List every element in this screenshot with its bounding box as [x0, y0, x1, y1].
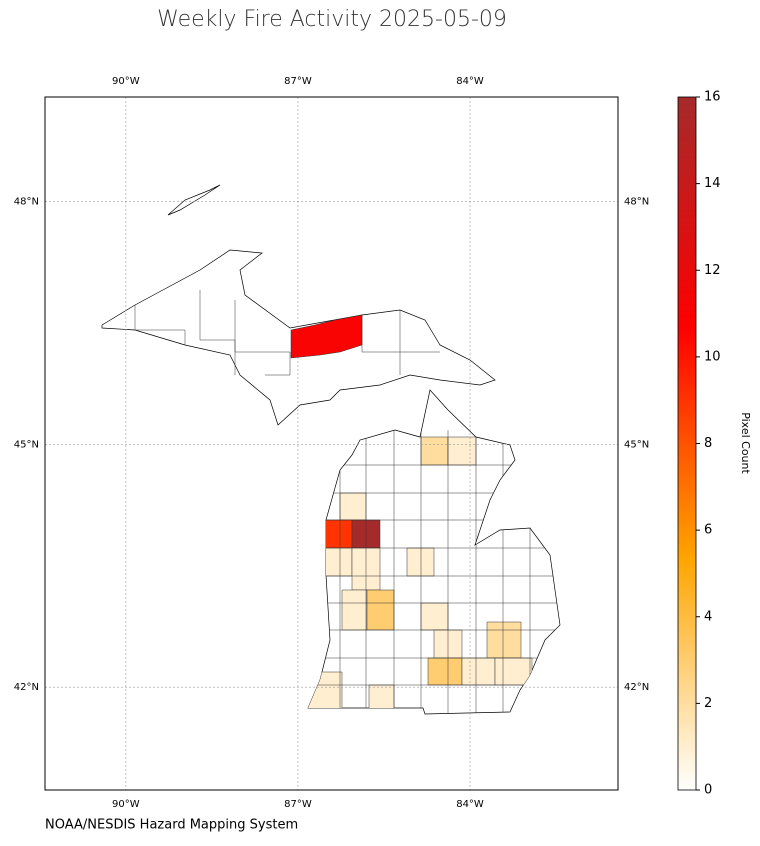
chart-title: Weekly Fire Activity 2025-05-09	[157, 7, 507, 32]
colorbar-tick-label: 8	[704, 436, 712, 451]
county-fill	[420, 436, 449, 466]
county-fill	[420, 602, 449, 631]
colorbar-tick-label: 16	[704, 90, 721, 105]
colorbar-tick-label: 2	[704, 696, 712, 711]
county-fill	[319, 519, 353, 549]
y-tick-label: 42°N	[14, 682, 39, 693]
county-fill	[341, 589, 368, 631]
county-fill	[461, 657, 496, 686]
county-fill	[366, 589, 395, 631]
county-fill	[427, 657, 463, 686]
county-line	[134, 305, 186, 345]
y-tick-label: 45°N	[14, 439, 39, 450]
y-tick-label: 48°N	[14, 196, 39, 207]
colorbar-tick-label: 6	[704, 523, 712, 538]
x-tick-label: 84°W	[456, 76, 484, 87]
colorbar-label: Pixel Count	[739, 412, 752, 474]
county-fill	[290, 314, 363, 359]
colorbar-tick-label: 12	[704, 263, 721, 278]
colorbar-tick-label: 10	[704, 349, 721, 364]
county-fill	[368, 684, 395, 713]
x-tick-label: 84°W	[456, 799, 484, 810]
county-fill	[308, 671, 343, 713]
map-frame	[44, 96, 619, 791]
isle-royale	[167, 184, 221, 216]
y-tick-label: 48°N	[624, 196, 649, 207]
y-tick-label: 45°N	[624, 439, 649, 450]
y-tick-label: 42°N	[624, 682, 649, 693]
county-fill	[447, 436, 477, 466]
x-tick-label: 90°W	[112, 76, 140, 87]
county-line	[234, 300, 291, 376]
colorbar	[677, 96, 697, 791]
x-tick-label: 87°W	[284, 76, 312, 87]
county-fill	[406, 547, 435, 577]
county-line	[399, 310, 440, 353]
colorbar-tick-label: 0	[704, 783, 712, 798]
county-fill	[339, 492, 367, 521]
colorbar-tick-label: 14	[704, 176, 721, 191]
x-tick-label: 87°W	[284, 799, 312, 810]
source: NOAA/NESDIS Hazard Mapping System	[45, 818, 298, 833]
colorbar-tick-label: 4	[704, 609, 712, 624]
county-fill	[486, 621, 522, 659]
county-line	[199, 290, 236, 375]
county-fill	[319, 547, 353, 577]
x-tick-label: 90°W	[112, 799, 140, 810]
